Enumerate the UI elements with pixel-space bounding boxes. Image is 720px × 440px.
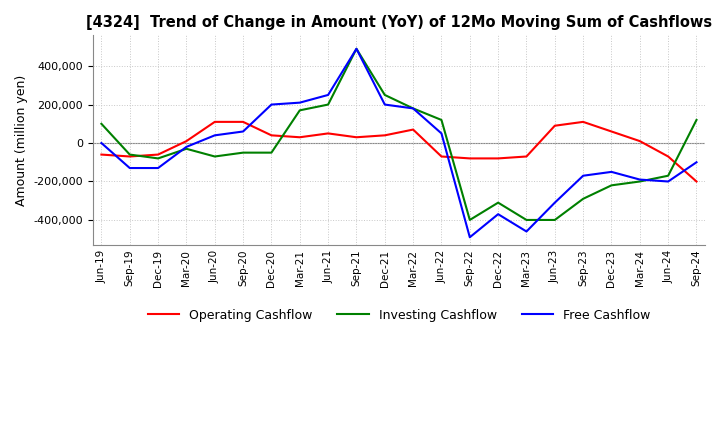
Investing Cashflow bbox=[324, 102, 333, 107]
Free Cashflow bbox=[267, 102, 276, 107]
Operating Cashflow bbox=[692, 179, 701, 184]
Free Cashflow bbox=[352, 46, 361, 51]
Operating Cashflow bbox=[239, 119, 248, 125]
Investing Cashflow bbox=[607, 183, 616, 188]
Investing Cashflow bbox=[579, 196, 588, 202]
Free Cashflow bbox=[182, 144, 191, 150]
Operating Cashflow bbox=[154, 152, 163, 157]
Free Cashflow bbox=[154, 165, 163, 171]
Operating Cashflow bbox=[551, 123, 559, 128]
Operating Cashflow bbox=[636, 139, 644, 144]
Free Cashflow bbox=[239, 129, 248, 134]
Operating Cashflow bbox=[607, 129, 616, 134]
Operating Cashflow bbox=[409, 127, 418, 132]
Operating Cashflow bbox=[267, 133, 276, 138]
Operating Cashflow bbox=[324, 131, 333, 136]
Investing Cashflow bbox=[267, 150, 276, 155]
Title: [4324]  Trend of Change in Amount (YoY) of 12Mo Moving Sum of Cashflows: [4324] Trend of Change in Amount (YoY) o… bbox=[86, 15, 712, 30]
Operating Cashflow bbox=[465, 156, 474, 161]
Free Cashflow bbox=[692, 160, 701, 165]
Free Cashflow bbox=[125, 165, 134, 171]
Investing Cashflow bbox=[97, 121, 106, 126]
Investing Cashflow bbox=[295, 108, 304, 113]
Y-axis label: Amount (million yen): Amount (million yen) bbox=[15, 74, 28, 206]
Operating Cashflow bbox=[579, 119, 588, 125]
Investing Cashflow bbox=[522, 217, 531, 223]
Free Cashflow bbox=[636, 177, 644, 182]
Operating Cashflow bbox=[97, 152, 106, 157]
Free Cashflow bbox=[551, 200, 559, 205]
Investing Cashflow bbox=[352, 46, 361, 51]
Free Cashflow bbox=[97, 140, 106, 146]
Operating Cashflow bbox=[380, 133, 389, 138]
Free Cashflow bbox=[380, 102, 389, 107]
Operating Cashflow bbox=[210, 119, 219, 125]
Investing Cashflow bbox=[664, 173, 672, 178]
Investing Cashflow bbox=[409, 106, 418, 111]
Investing Cashflow bbox=[125, 152, 134, 157]
Investing Cashflow bbox=[210, 154, 219, 159]
Free Cashflow bbox=[324, 92, 333, 98]
Free Cashflow bbox=[664, 179, 672, 184]
Free Cashflow bbox=[210, 133, 219, 138]
Investing Cashflow bbox=[465, 217, 474, 223]
Investing Cashflow bbox=[551, 217, 559, 223]
Free Cashflow bbox=[295, 100, 304, 105]
Free Cashflow bbox=[494, 212, 503, 217]
Operating Cashflow bbox=[295, 135, 304, 140]
Line: Operating Cashflow: Operating Cashflow bbox=[102, 122, 696, 181]
Line: Free Cashflow: Free Cashflow bbox=[102, 49, 696, 237]
Operating Cashflow bbox=[437, 154, 446, 159]
Investing Cashflow bbox=[239, 150, 248, 155]
Investing Cashflow bbox=[636, 179, 644, 184]
Free Cashflow bbox=[437, 131, 446, 136]
Legend: Operating Cashflow, Investing Cashflow, Free Cashflow: Operating Cashflow, Investing Cashflow, … bbox=[143, 304, 655, 327]
Investing Cashflow bbox=[494, 200, 503, 205]
Operating Cashflow bbox=[522, 154, 531, 159]
Free Cashflow bbox=[465, 235, 474, 240]
Operating Cashflow bbox=[352, 135, 361, 140]
Investing Cashflow bbox=[182, 146, 191, 151]
Free Cashflow bbox=[409, 106, 418, 111]
Operating Cashflow bbox=[125, 154, 134, 159]
Free Cashflow bbox=[579, 173, 588, 178]
Operating Cashflow bbox=[182, 139, 191, 144]
Investing Cashflow bbox=[380, 92, 389, 98]
Operating Cashflow bbox=[494, 156, 503, 161]
Investing Cashflow bbox=[154, 156, 163, 161]
Line: Investing Cashflow: Investing Cashflow bbox=[102, 49, 696, 220]
Free Cashflow bbox=[607, 169, 616, 175]
Operating Cashflow bbox=[664, 154, 672, 159]
Free Cashflow bbox=[522, 229, 531, 234]
Investing Cashflow bbox=[692, 117, 701, 123]
Investing Cashflow bbox=[437, 117, 446, 123]
